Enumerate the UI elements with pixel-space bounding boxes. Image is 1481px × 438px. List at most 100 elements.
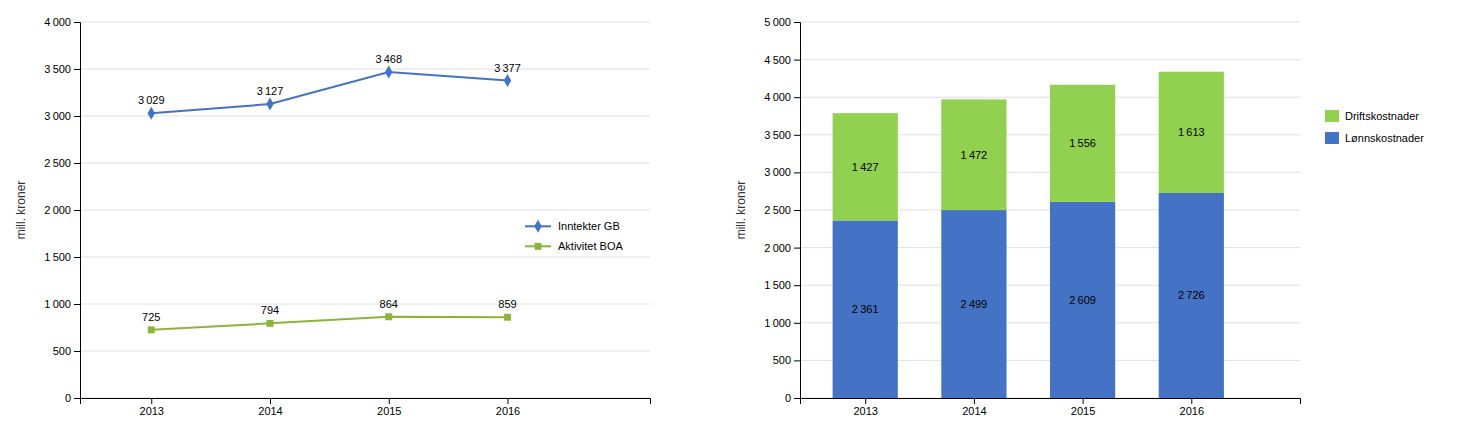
data-label: 3 468 <box>375 53 402 65</box>
y-axis-tick-label: 3 000 <box>764 166 791 178</box>
x-axis-tick-label: 2015 <box>1071 405 1095 417</box>
data-label: 859 <box>498 298 516 310</box>
marker <box>267 320 274 327</box>
marker <box>148 326 155 333</box>
data-label: 794 <box>261 304 279 316</box>
grid <box>800 22 1300 398</box>
y-axis-tick-label: 2 000 <box>44 204 71 216</box>
y-axis-tick-label: 3 500 <box>764 129 791 141</box>
bar <box>1159 193 1224 398</box>
x-axis-tick: 2016 <box>496 398 520 417</box>
x-axis-tick: 2016 <box>1180 398 1204 417</box>
y-axis-tick-mark <box>794 97 800 98</box>
legend-swatch <box>1325 132 1339 144</box>
y-axis-tick-mark <box>74 69 80 70</box>
line <box>151 317 507 330</box>
y-axis-tick: 2 000 <box>764 242 800 254</box>
legend-label: Aktivitet BOA <box>558 240 623 252</box>
y-axis-tick-label: 1 500 <box>764 279 791 291</box>
y-axis-tick: 1 500 <box>44 251 80 263</box>
chart-line: 05001 0001 5002 0002 5003 0003 5004 0002… <box>14 16 651 417</box>
y-axis-tick-label: 4 500 <box>764 54 791 66</box>
chart-canvas: 0 500 1 000 1 500 2 000 2 500 3 000 3 500 4 000 2… <box>0 0 1481 438</box>
y-axis-tick-mark <box>794 360 800 361</box>
y-axis-tick: 1 000 <box>44 298 80 310</box>
marks <box>148 66 512 334</box>
y-axis-tick-mark <box>74 116 80 117</box>
y-axis-tick-label: 1 000 <box>44 298 71 310</box>
legend-label: Driftskostnader <box>1345 110 1419 122</box>
data-label: 725 <box>142 311 160 323</box>
legend-item: Inntekter GB <box>525 220 620 233</box>
x-axis-tick-label: 2014 <box>258 405 282 417</box>
data-label: 2 361 <box>852 303 879 315</box>
y-axis-tick: 0 <box>65 392 80 404</box>
bar <box>833 220 898 398</box>
y-axis-tick: 4 000 <box>44 16 80 28</box>
data-labels: 2 3612 4992 6092 7261 4271 4721 5561 613 <box>852 126 1205 315</box>
y-axis-title: mill. kroner <box>734 181 748 240</box>
y-axis-line <box>794 23 801 399</box>
y-axis-tick: 2 500 <box>44 157 80 169</box>
y-axis-tick-mark <box>794 172 800 173</box>
grid-line <box>80 351 650 352</box>
grid-line <box>80 163 650 164</box>
x-axis-tick-mark <box>508 398 509 404</box>
y-axis-tick-label: 2 500 <box>764 204 791 216</box>
y-axis-tick-mark <box>74 163 80 164</box>
legend-item: Lønnskostnader <box>1325 132 1424 144</box>
y-axis-tick: 4 000 <box>764 91 800 103</box>
grid <box>80 22 650 398</box>
y-axis-tick-mark <box>794 248 800 249</box>
y-axis-tick-label: 3 000 <box>44 110 71 122</box>
x-axis-tick-mark <box>1083 398 1084 404</box>
y-axis-tick-mark <box>794 60 800 61</box>
y-axis-tick-mark <box>74 257 80 258</box>
y-axis-tick: 5 000 <box>764 16 800 28</box>
y-axis: 05001 0001 5002 0002 5003 0003 5004 0004… <box>764 16 800 404</box>
y-axis-tick: 2 000 <box>44 204 80 216</box>
y-axis-tick: 500 <box>53 345 80 357</box>
legend-item: Driftskostnader <box>1325 110 1419 122</box>
x-axis-tick-label: 2015 <box>377 405 401 417</box>
data-labels: 3 0293 1273 4683 377725794864859 <box>138 53 521 323</box>
x-axis: 2013 2014 2015 2016 <box>81 398 651 417</box>
x-axis-tick-label: 2013 <box>140 405 164 417</box>
x-axis-tick-mark <box>151 398 152 404</box>
data-label: 1 472 <box>961 149 988 161</box>
chart-bar: 05001 0001 5002 0002 5003 0003 5004 0004… <box>734 16 1424 417</box>
x-axis-line <box>801 399 1301 405</box>
x-axis-tick-label: 2016 <box>1180 405 1204 417</box>
bar <box>1159 72 1224 193</box>
grid-line <box>80 69 650 70</box>
legend-label: Inntekter GB <box>558 220 620 232</box>
y-axis-tick-label: 5 000 <box>764 16 791 28</box>
grid-line <box>80 210 650 211</box>
legend: Inntekter GB Aktivitet BOA <box>525 220 623 252</box>
grid-line <box>80 22 650 23</box>
y-axis-tick-mark <box>794 210 800 211</box>
marker <box>385 66 392 79</box>
y-axis-tick: 3 500 <box>764 129 800 141</box>
legend-swatch <box>1325 110 1339 122</box>
bar <box>941 210 1006 398</box>
x-axis-tick-mark <box>974 398 975 404</box>
x-axis-tick: 2013 <box>853 398 877 417</box>
x-axis-tick: 2014 <box>258 398 282 417</box>
grid-line <box>80 116 650 117</box>
y-axis-tick-label: 0 <box>65 392 71 404</box>
data-label: 2 609 <box>1069 294 1096 306</box>
data-label: 3 127 <box>257 85 284 97</box>
y-axis-title: mill. kroner <box>14 181 28 240</box>
y-axis-tick-label: 500 <box>53 345 71 357</box>
bar <box>833 113 898 220</box>
y-axis-line <box>74 23 81 399</box>
legend-item: Aktivitet BOA <box>525 240 623 252</box>
y-axis-tick-mark <box>794 22 800 23</box>
marker <box>385 313 392 320</box>
y-axis-tick-label: 4 000 <box>44 16 71 28</box>
legend-marker <box>534 220 541 233</box>
data-label: 2 499 <box>961 298 988 310</box>
grid-line <box>80 257 650 258</box>
marks <box>833 72 1224 398</box>
